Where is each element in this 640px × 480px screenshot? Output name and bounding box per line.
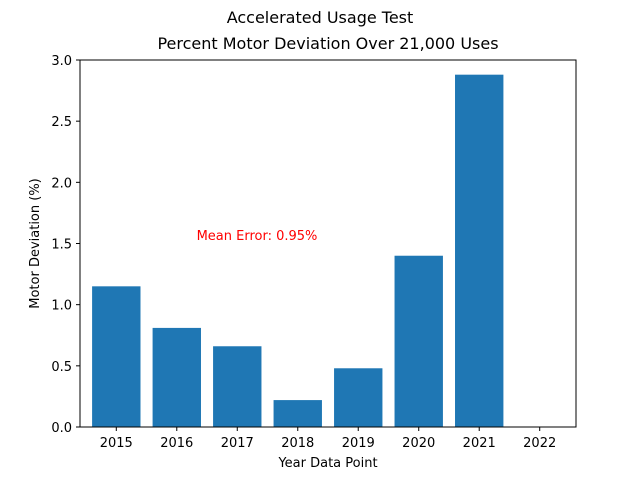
chart-subtitle: Percent Motor Deviation Over 21,000 Uses [157, 34, 498, 53]
x-tick-label: 2022 [523, 436, 556, 451]
bar-2015 [92, 286, 141, 427]
x-tick-label: 2020 [402, 436, 435, 451]
y-tick-label: 0.0 [51, 421, 72, 436]
x-tick-label: 2017 [221, 436, 254, 451]
y-axis-label: Motor Deviation (%) [28, 178, 43, 309]
y-axis-ticks: 0.0 0.5 1.0 1.5 2.0 2.5 3.0 [51, 54, 80, 436]
x-axis-ticks: 2015 2016 2017 2018 2019 2020 2021 2022 [100, 427, 556, 451]
y-tick-label: 2.0 [51, 176, 72, 191]
chart-title: Accelerated Usage Test [227, 8, 414, 27]
bar-2017 [213, 346, 262, 427]
x-tick-label: 2018 [281, 436, 314, 451]
y-tick-label: 2.5 [51, 115, 72, 130]
mean-error-annotation: Mean Error: 0.95% [197, 229, 318, 244]
x-tick-label: 2021 [463, 436, 496, 451]
bar-2016 [152, 327, 201, 427]
bar-2020 [394, 255, 443, 427]
x-tick-label: 2016 [160, 436, 193, 451]
x-axis-label: Year Data Point [277, 456, 377, 471]
bar-2019 [334, 368, 383, 427]
bar-2021 [455, 74, 504, 428]
y-tick-label: 0.5 [51, 360, 72, 375]
bars-group [92, 74, 504, 428]
bar-2018 [273, 400, 322, 427]
plot-frame [79, 59, 577, 428]
y-tick-label: 1.0 [51, 299, 72, 314]
x-tick-label: 2019 [342, 436, 375, 451]
y-tick-label: 3.0 [51, 54, 72, 69]
x-tick-label: 2015 [100, 436, 133, 451]
y-tick-label: 1.5 [51, 238, 72, 253]
